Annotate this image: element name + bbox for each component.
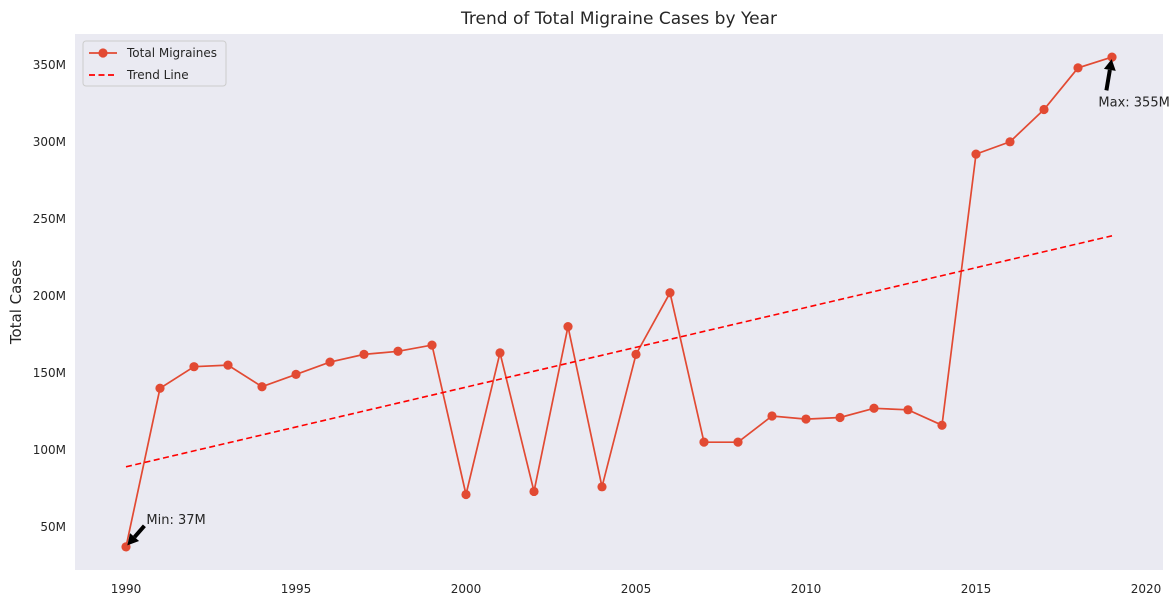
annotation-arrow [1104,69,1112,91]
x-tick-label: 2005 [621,582,652,596]
data-point [767,411,777,421]
x-tick-label: 2020 [1131,582,1162,596]
data-point [733,437,743,447]
data-point [835,412,845,423]
data-point [257,382,267,392]
y-tick-label: 350M [33,58,66,72]
annotation-label: Max: 355M [1098,95,1169,110]
data-point [597,482,607,492]
data-point [461,489,471,500]
legend-label: Trend Line [126,68,189,82]
x-tick-label: 1995 [281,582,312,596]
data-point [869,403,879,413]
y-axis-label: Total Cases [7,260,25,346]
y-tick-label: 250M [33,212,66,226]
legend-box [82,40,227,87]
annotation-arrowhead [1103,59,1116,71]
x-tick-label: 2000 [451,582,482,596]
data-point [189,362,199,372]
y-tick-label: 300M [33,135,66,149]
data-point [1005,137,1015,147]
data-point [427,340,437,350]
x-tick-label: 2015 [961,582,992,596]
data-point [393,346,403,356]
data-point [223,360,233,370]
x-tick-label: 2010 [791,582,822,596]
data-point [1073,63,1083,73]
y-tick-label: 50M [40,520,66,534]
data-point [699,437,709,447]
data-point [529,486,539,497]
x-axis: 1990 1995 2000 2005 2010 2015 2020 [111,582,1162,596]
annotations: Min: 37M Max: 355M [127,59,1170,546]
data-point [325,357,335,367]
data-point [359,349,369,359]
data-point [563,322,573,332]
x-tick-label: 1990 [111,582,142,596]
data-point [1039,104,1049,115]
plot-area [75,34,1163,570]
data-point [665,288,675,298]
y-tick-label: 200M [33,289,66,303]
legend[interactable]: Total Migraines Trend Line [82,40,227,87]
data-point [903,405,913,415]
data-point [291,369,301,379]
series-layer [121,52,1117,552]
chart-title: Trend of Total Migraine Cases by Year [460,9,777,29]
annotation-arrowhead [127,533,140,546]
y-tick-label: 150M [33,366,66,380]
data-point [155,383,165,393]
data-point [1107,52,1117,62]
annotation-arrow [133,524,146,539]
trend-line [125,235,1113,468]
data-point [801,414,811,424]
legend-label: Total Migraines [126,46,217,60]
data-point [937,420,947,430]
data-point [971,149,981,159]
legend-marker [98,48,108,58]
y-axis: 50M 100M 150M 200M 250M 300M 350M [33,58,66,534]
data-point [631,349,641,359]
annotation-label: Min: 37M [146,513,205,528]
data-point [495,348,505,358]
series-line [125,56,1113,548]
y-tick-label: 100M [33,443,66,457]
